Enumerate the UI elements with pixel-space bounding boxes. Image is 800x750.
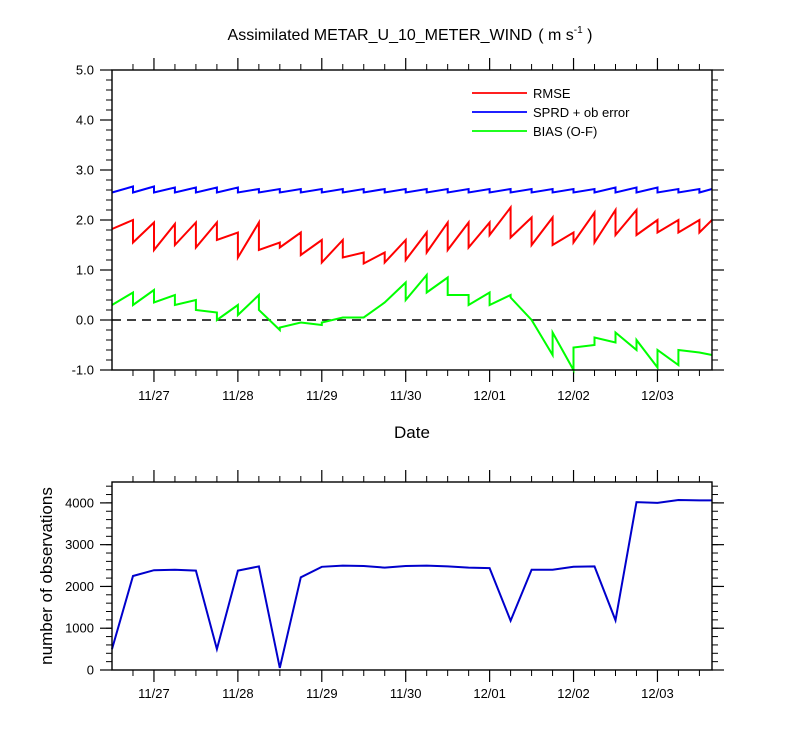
x-axis-title: Date <box>394 423 430 442</box>
x-tick-label: 11/27 <box>138 388 170 403</box>
bottom-chart: 0 1000 2000 3000 4000 11/27 11/28 11/29 11/30 12… <box>37 470 724 701</box>
legend-label-sprd: SPRD + ob error <box>533 105 630 120</box>
chart-title-units-close: ) <box>583 27 593 44</box>
top-minor-ticks <box>106 64 718 376</box>
x-tick-label: 11/28 <box>222 388 254 403</box>
y-tick-label: 0.0 <box>76 313 94 328</box>
chart-title: Assimilated METAR_U_10_METER_WIND ( m s-1… <box>228 25 593 44</box>
y-tick-label: 2.0 <box>76 213 94 228</box>
x-tick-label: 11/30 <box>390 388 422 403</box>
y-tick-label: 3.0 <box>76 163 94 178</box>
x-tick-label: 12/02 <box>557 686 590 701</box>
x-tick-label: 11/30 <box>390 686 422 701</box>
bottom-y-axis: 0 1000 2000 3000 4000 <box>65 495 724 678</box>
series-line-sprd-ob-error <box>111 185 713 194</box>
top-plot-frame <box>111 69 713 371</box>
x-tick-label: 11/29 <box>306 686 338 701</box>
y-tick-label: 2000 <box>65 579 94 594</box>
x-tick-label: 12/02 <box>557 388 590 403</box>
y-tick-label: 1000 <box>65 621 94 636</box>
legend: RMSE SPRD + ob error BIAS (O-F) <box>472 86 630 139</box>
y-tick-label: 4000 <box>65 495 94 510</box>
y-tick-label: 0 <box>87 663 94 678</box>
y-axis-title-observations: number of observations <box>37 487 56 665</box>
y-tick-label: 3000 <box>65 537 94 552</box>
top-series-lines <box>111 185 713 374</box>
x-tick-label: 12/01 <box>473 388 506 403</box>
chart-title-units: ( m s <box>538 27 574 44</box>
bottom-plot-frame <box>111 481 713 671</box>
series-line-number-of-observations <box>111 498 712 669</box>
x-tick-label: 12/01 <box>473 686 506 701</box>
series-line-bias-o-f <box>111 272 713 374</box>
y-tick-label: -1.0 <box>72 363 94 378</box>
y-tick-label: 5.0 <box>76 63 94 78</box>
chart-title-units-exponent: -1 <box>574 25 583 36</box>
x-tick-label: 12/03 <box>641 686 674 701</box>
chart-title-text: Assimilated METAR_U_10_METER_WIND <box>228 27 533 44</box>
legend-label-bias: BIAS (O-F) <box>533 124 597 139</box>
x-tick-label: 12/03 <box>641 388 674 403</box>
bottom-minor-ticks <box>106 476 718 676</box>
y-tick-label: 4.0 <box>76 113 94 128</box>
top-chart: Assimilated METAR_U_10_METER_WIND( m s-1… <box>72 25 724 442</box>
series-line-rmse <box>111 204 713 266</box>
x-tick-label: 11/29 <box>306 388 338 403</box>
legend-label-rmse: RMSE <box>533 86 571 101</box>
bottom-x-axis: 11/27 11/28 11/29 11/30 12/01 12/02 12/03 <box>138 470 674 701</box>
y-tick-label: 1.0 <box>76 263 94 278</box>
top-x-axis: 11/27 11/28 11/29 11/30 12/01 12/02 12/03 <box>138 58 674 403</box>
bottom-series-lines <box>111 498 712 669</box>
x-tick-label: 11/27 <box>138 686 170 701</box>
x-tick-label: 11/28 <box>222 686 254 701</box>
